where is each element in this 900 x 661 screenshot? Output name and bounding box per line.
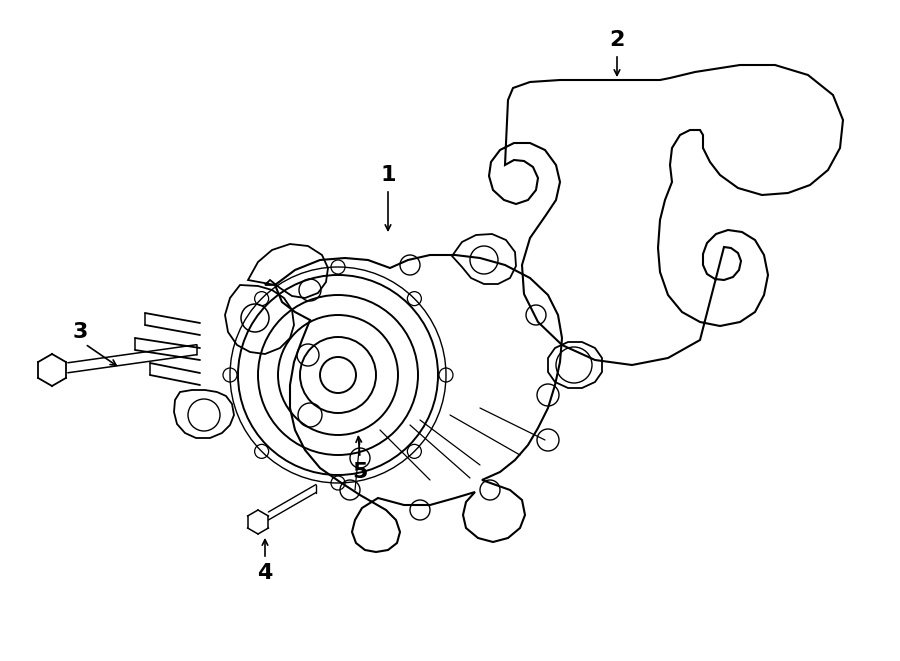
Text: 4: 4 (257, 563, 273, 583)
Text: 2: 2 (609, 30, 625, 50)
Text: 1: 1 (380, 165, 396, 185)
Text: 3: 3 (72, 322, 87, 342)
Text: 5: 5 (352, 462, 368, 482)
